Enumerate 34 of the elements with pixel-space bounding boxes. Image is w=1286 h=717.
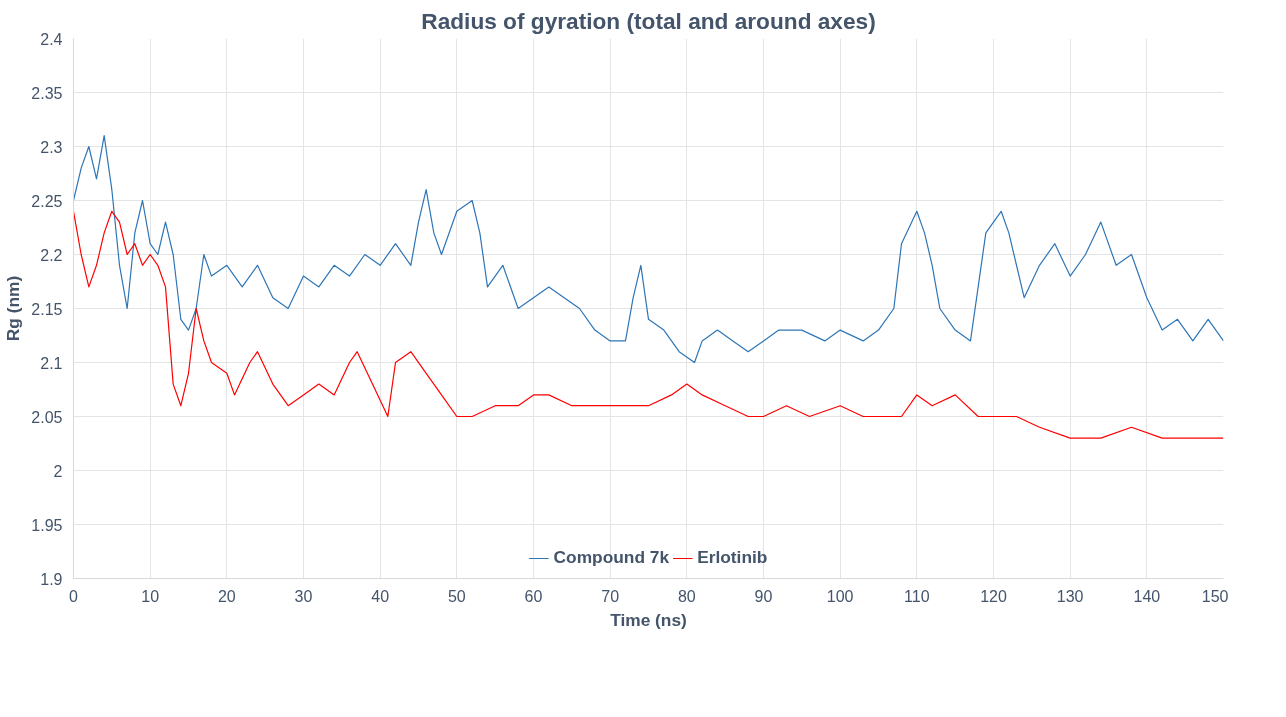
x-tick-label: 70 xyxy=(601,587,620,605)
legend-label: Compound 7k xyxy=(553,547,670,568)
x-tick-label: 60 xyxy=(524,587,543,605)
x-tick-label: 30 xyxy=(294,587,313,605)
legend-label: Erlotinib xyxy=(697,547,768,568)
x-tick-label: 20 xyxy=(217,587,236,605)
x-tick-label: 140 xyxy=(1133,587,1161,605)
y-tick-label: 2.15 xyxy=(31,300,63,318)
x-tick-label: 120 xyxy=(980,587,1007,605)
x-tick-label: 90 xyxy=(754,587,773,605)
x-tick-label: 100 xyxy=(826,587,854,605)
y-tick-label: 2.25 xyxy=(31,192,63,210)
x-axis-title: Time (ns) xyxy=(610,609,687,630)
y-tick-label: 2.3 xyxy=(40,138,63,156)
x-tick-label: 130 xyxy=(1056,587,1084,605)
x-tick-label: 10 xyxy=(141,587,160,605)
x-tick-label: 150 xyxy=(1201,587,1229,605)
x-tick-label: 110 xyxy=(904,587,930,605)
line-series xyxy=(73,135,1224,364)
y-tick-label: 2.4 xyxy=(40,30,63,48)
y-tick-label: 2.05 xyxy=(31,408,63,426)
x-tick-label: 40 xyxy=(371,587,390,605)
x-tick-label: 0 xyxy=(69,587,79,605)
y-tick-label: 2 xyxy=(53,462,63,480)
x-tick-label: 50 xyxy=(447,587,466,605)
line-series xyxy=(73,210,1224,439)
y-tick-label: 2.2 xyxy=(40,246,63,264)
x-tick-label: 80 xyxy=(677,587,696,605)
y-tick-label: 1.95 xyxy=(31,516,63,534)
chart-title: Radius of gyration (total and around axes) xyxy=(421,7,876,34)
y-tick-label: 1.9 xyxy=(40,570,63,588)
y-tick-label: 2.1 xyxy=(40,354,63,372)
y-axis-title: Rg (nm) xyxy=(3,275,24,342)
y-tick-label: 2.35 xyxy=(31,84,63,102)
